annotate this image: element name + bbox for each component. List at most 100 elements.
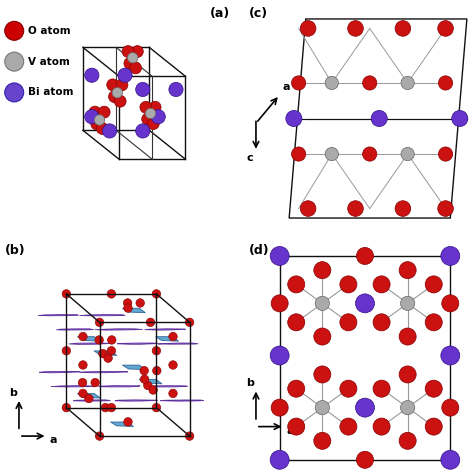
Circle shape: [94, 115, 105, 125]
Text: (d): (d): [249, 244, 270, 257]
Circle shape: [95, 336, 103, 344]
Circle shape: [325, 76, 338, 90]
Polygon shape: [155, 337, 179, 341]
Circle shape: [399, 328, 416, 345]
Circle shape: [438, 201, 453, 217]
Circle shape: [185, 432, 194, 440]
Circle shape: [401, 401, 415, 415]
Text: a: a: [282, 82, 290, 92]
Circle shape: [347, 201, 363, 217]
Circle shape: [270, 246, 289, 265]
Circle shape: [78, 378, 87, 387]
Circle shape: [128, 53, 138, 63]
Polygon shape: [77, 393, 100, 398]
Circle shape: [98, 106, 110, 118]
Circle shape: [399, 366, 416, 383]
Polygon shape: [56, 329, 93, 330]
Circle shape: [142, 113, 154, 125]
Circle shape: [144, 381, 152, 390]
Circle shape: [79, 332, 87, 341]
Text: a: a: [50, 435, 57, 445]
Circle shape: [441, 346, 460, 365]
Circle shape: [151, 109, 165, 124]
Circle shape: [395, 201, 410, 217]
Circle shape: [149, 386, 157, 394]
Circle shape: [347, 20, 363, 36]
Circle shape: [438, 147, 453, 161]
Circle shape: [107, 403, 116, 412]
Circle shape: [101, 403, 110, 412]
Circle shape: [442, 295, 459, 312]
Circle shape: [124, 418, 132, 426]
Polygon shape: [51, 385, 95, 387]
Circle shape: [130, 62, 142, 74]
Circle shape: [288, 276, 305, 293]
Circle shape: [425, 418, 442, 435]
Circle shape: [136, 124, 150, 138]
Text: (c): (c): [249, 7, 268, 20]
Circle shape: [315, 296, 329, 310]
Circle shape: [438, 76, 453, 90]
Circle shape: [104, 354, 112, 363]
Circle shape: [79, 389, 87, 398]
Circle shape: [136, 299, 145, 307]
Circle shape: [62, 403, 71, 412]
Polygon shape: [145, 329, 185, 330]
Circle shape: [85, 68, 99, 82]
Circle shape: [102, 124, 117, 138]
Text: b: b: [246, 378, 255, 388]
Circle shape: [325, 147, 338, 161]
Circle shape: [5, 83, 24, 102]
Circle shape: [401, 147, 414, 161]
Circle shape: [91, 118, 102, 130]
Polygon shape: [73, 400, 110, 401]
Circle shape: [356, 398, 374, 417]
Polygon shape: [94, 351, 117, 356]
Circle shape: [89, 106, 101, 118]
Circle shape: [62, 290, 71, 298]
Circle shape: [62, 346, 71, 355]
Circle shape: [340, 276, 357, 293]
Circle shape: [124, 57, 136, 69]
Circle shape: [169, 361, 177, 369]
Polygon shape: [39, 372, 80, 373]
Circle shape: [145, 108, 155, 118]
Circle shape: [147, 118, 159, 129]
Text: c: c: [246, 153, 253, 163]
Circle shape: [314, 328, 331, 345]
Circle shape: [123, 299, 132, 307]
Polygon shape: [158, 343, 198, 344]
Circle shape: [79, 361, 87, 369]
Circle shape: [425, 314, 442, 331]
Circle shape: [95, 318, 104, 327]
Circle shape: [340, 380, 357, 397]
Circle shape: [108, 336, 116, 344]
Circle shape: [107, 290, 116, 298]
Polygon shape: [95, 329, 143, 330]
Text: a: a: [287, 426, 294, 436]
Polygon shape: [160, 400, 204, 401]
Polygon shape: [110, 422, 134, 427]
Circle shape: [99, 349, 107, 358]
Circle shape: [169, 82, 183, 97]
Text: (a): (a): [210, 7, 230, 20]
Circle shape: [118, 68, 132, 82]
Polygon shape: [99, 386, 140, 387]
Circle shape: [373, 276, 390, 293]
Circle shape: [314, 366, 331, 383]
Circle shape: [425, 276, 442, 293]
Circle shape: [363, 76, 377, 90]
Circle shape: [136, 82, 150, 97]
Text: V atom: V atom: [28, 56, 70, 67]
Polygon shape: [79, 315, 125, 316]
Polygon shape: [122, 365, 146, 370]
Bar: [280, 256, 450, 460]
Circle shape: [288, 418, 305, 435]
Circle shape: [114, 95, 126, 107]
Polygon shape: [122, 308, 146, 313]
Circle shape: [84, 394, 93, 403]
Circle shape: [270, 346, 289, 365]
Circle shape: [340, 314, 357, 331]
Polygon shape: [115, 400, 157, 401]
Circle shape: [152, 346, 161, 355]
